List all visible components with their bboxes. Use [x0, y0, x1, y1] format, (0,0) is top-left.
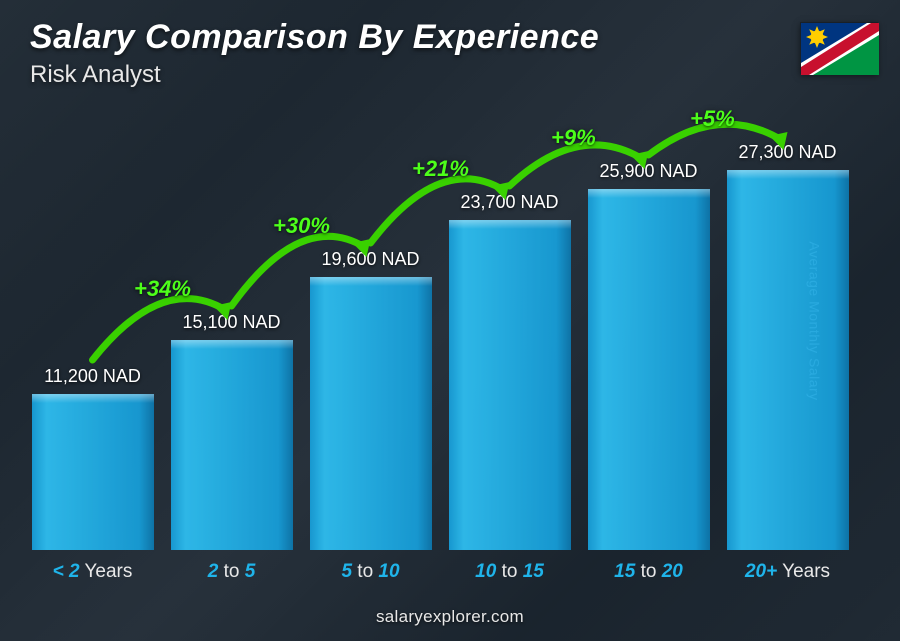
bar-value-label: 19,600 NAD: [321, 249, 419, 270]
flag-namibia: [800, 22, 878, 74]
bar: 11,200 NAD: [32, 394, 154, 550]
bar-value-label: 25,900 NAD: [599, 161, 697, 182]
chart-title: Salary Comparison By Experience: [30, 18, 599, 57]
bar-value-label: 27,300 NAD: [738, 142, 836, 163]
bar-column: 15,100 NAD: [169, 340, 294, 550]
bars-container: 11,200 NAD15,100 NAD19,600 NAD23,700 NAD…: [30, 110, 850, 550]
x-axis-label: 20+ Years: [725, 561, 850, 583]
footer-credit: salaryexplorer.com: [0, 607, 900, 627]
bar-column: 23,700 NAD: [447, 220, 572, 550]
x-axis-label: 2 to 5: [169, 561, 294, 583]
bar: 19,600 NAD: [310, 277, 432, 550]
flag-icon: [801, 23, 879, 75]
chart-subtitle: Risk Analyst: [30, 61, 599, 89]
x-axis-label: 10 to 15: [447, 561, 572, 583]
bar: 23,700 NAD: [449, 220, 571, 550]
x-labels-container: < 2 Years 2 to 5 5 to 10 10 to 15 15 to 20 20…: [30, 561, 850, 583]
bar: 27,300 NAD: [727, 170, 849, 550]
bar-column: 25,900 NAD: [586, 189, 711, 550]
x-axis-label: 5 to 10: [308, 561, 433, 583]
title-block: Salary Comparison By Experience Risk Ana…: [30, 18, 599, 89]
x-axis-label: 15 to 20: [586, 561, 711, 583]
bar: 25,900 NAD: [588, 189, 710, 550]
bar-value-label: 23,700 NAD: [460, 192, 558, 213]
bar-value-label: 11,200 NAD: [44, 366, 141, 387]
x-axis-label: < 2 Years: [30, 561, 155, 583]
bar-value-label: 15,100 NAD: [182, 312, 280, 333]
chart-area: 11,200 NAD15,100 NAD19,600 NAD23,700 NAD…: [30, 110, 850, 583]
bar-column: 11,200 NAD: [30, 394, 155, 550]
bar-column: 19,600 NAD: [308, 277, 433, 550]
bar: 15,100 NAD: [171, 340, 293, 550]
bar-column: 27,300 NAD: [725, 170, 850, 550]
